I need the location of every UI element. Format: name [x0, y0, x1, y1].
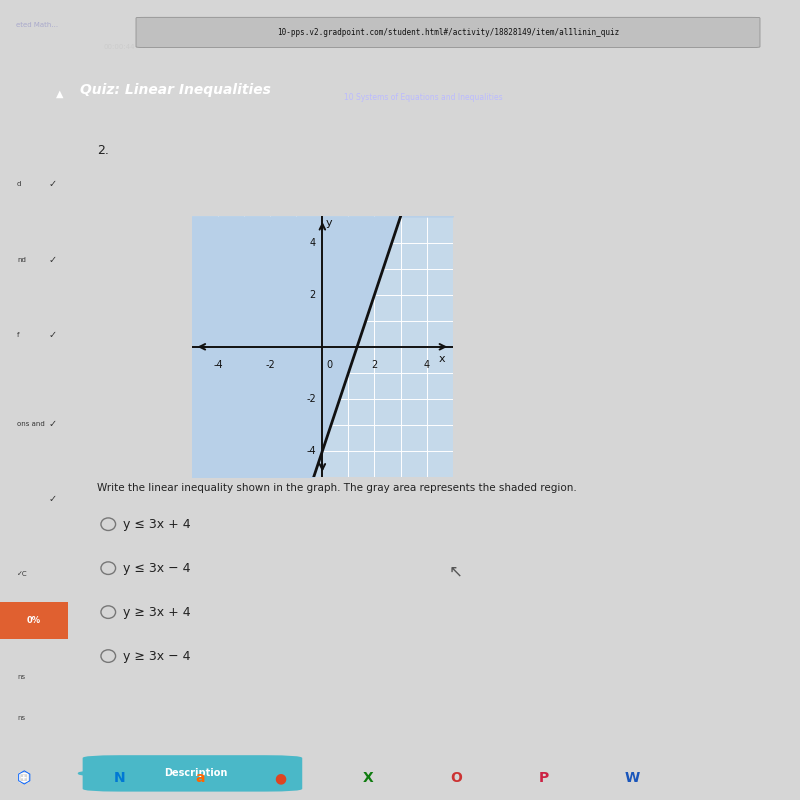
Text: ✓: ✓ [49, 254, 57, 265]
Text: Quiz: Linear Inequalities: Quiz: Linear Inequalities [80, 83, 271, 98]
FancyBboxPatch shape [0, 602, 68, 639]
Text: ✓: ✓ [49, 418, 57, 429]
Text: ⊞: ⊞ [18, 771, 30, 785]
Text: 2: 2 [371, 360, 378, 370]
Text: 2: 2 [310, 290, 316, 300]
Text: X: X [362, 771, 374, 785]
Text: ▲: ▲ [56, 89, 63, 99]
Text: -4: -4 [306, 446, 316, 456]
Text: ●: ● [274, 771, 286, 785]
Text: eted Math...: eted Math... [16, 22, 58, 28]
Text: y: y [326, 218, 332, 228]
Text: 10 Systems of Equations and Inequalities: 10 Systems of Equations and Inequalities [344, 93, 502, 102]
Text: ns: ns [17, 715, 25, 721]
Text: ✓: ✓ [49, 330, 57, 340]
Text: -2: -2 [266, 360, 275, 370]
Text: 10-pps.v2.gradpoint.com/student.html#/activity/18828149/item/al1linin_quiz: 10-pps.v2.gradpoint.com/student.html#/ac… [277, 28, 619, 37]
Text: W: W [624, 771, 640, 785]
Text: N: N [114, 771, 126, 785]
Text: ↖: ↖ [449, 562, 462, 580]
Text: y ≥ 3x + 4: y ≥ 3x + 4 [123, 606, 190, 618]
Text: x: x [439, 354, 446, 363]
FancyBboxPatch shape [136, 18, 760, 47]
Text: y ≥ 3x − 4: y ≥ 3x − 4 [123, 650, 190, 662]
Text: 4: 4 [423, 360, 430, 370]
Text: O: O [450, 771, 462, 785]
Text: 2.: 2. [98, 144, 109, 158]
Text: ✓C: ✓C [17, 571, 28, 578]
Text: 0%: 0% [27, 616, 41, 626]
Text: Write the linear inequality shown in the graph. The gray area represents the sha: Write the linear inequality shown in the… [98, 483, 577, 494]
Text: a: a [195, 771, 205, 785]
Text: 00:00:44: 00:00:44 [104, 44, 135, 50]
Text: ns: ns [17, 674, 25, 680]
Text: ⬡: ⬡ [17, 769, 31, 787]
FancyBboxPatch shape [82, 755, 302, 792]
Text: -2: -2 [306, 394, 316, 404]
Text: ✓: ✓ [49, 494, 57, 504]
Text: 4: 4 [310, 238, 316, 247]
Text: nd: nd [17, 257, 26, 262]
Text: y ≤ 3x − 4: y ≤ 3x − 4 [123, 562, 190, 574]
Text: -4: -4 [214, 360, 223, 370]
Text: y ≤ 3x + 4: y ≤ 3x + 4 [123, 518, 190, 530]
Text: f: f [17, 332, 19, 338]
Text: 0: 0 [326, 360, 333, 370]
Text: ons and: ons and [17, 421, 45, 426]
Text: P: P [539, 771, 549, 785]
Text: ✓: ✓ [49, 179, 57, 190]
Text: Description: Description [165, 768, 228, 778]
Text: d: d [17, 182, 22, 187]
